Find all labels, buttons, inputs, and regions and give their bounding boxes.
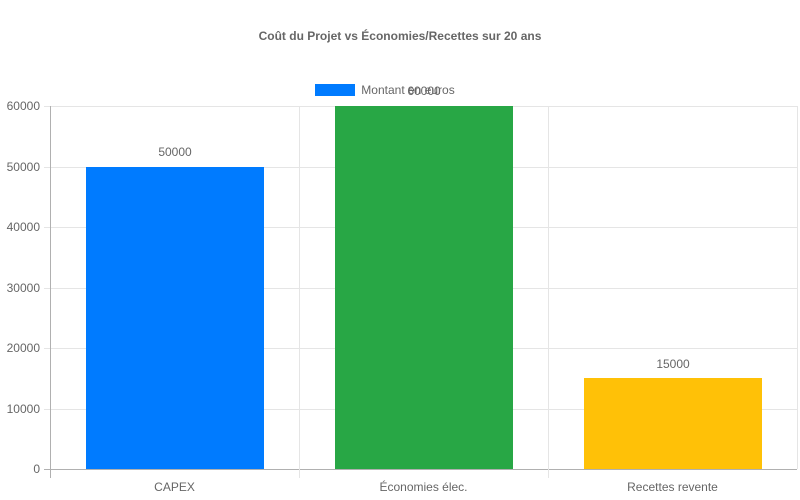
legend-label: Montant en euros (361, 83, 455, 97)
y-tick: 30000 (6, 280, 40, 295)
y-tick: 20000 (6, 341, 40, 355)
grid-line (548, 106, 549, 478)
data-label: 60000 (407, 84, 441, 98)
grid-line (299, 106, 300, 478)
legend[interactable]: Montant en euros (0, 83, 800, 97)
x-axis-line (44, 469, 797, 470)
y-tick: 60000 (6, 99, 40, 113)
legend-swatch (315, 84, 356, 96)
bar-economies-elec[interactable] (335, 106, 513, 469)
plot-area: 50000 60000 15000 (44, 84, 798, 478)
x-tick: Économies élec. (379, 480, 468, 494)
bar-recettes-revente[interactable] (584, 378, 762, 469)
data-label: 50000 (158, 145, 192, 159)
x-tick: Recettes revente (627, 480, 718, 494)
data-label: 15000 (656, 357, 690, 371)
grid-line (797, 106, 798, 469)
x-tick: CAPEX (154, 480, 195, 494)
y-tick: 40000 (6, 220, 40, 234)
bar-capex[interactable] (86, 166, 264, 469)
y-tick: 50000 (6, 159, 40, 174)
chart-title: Coût du Projet vs Économies/Recettes sur… (258, 29, 542, 43)
y-axis-line (50, 106, 51, 478)
y-tick: 10000 (6, 401, 40, 416)
y-tick: 0 (33, 462, 40, 476)
